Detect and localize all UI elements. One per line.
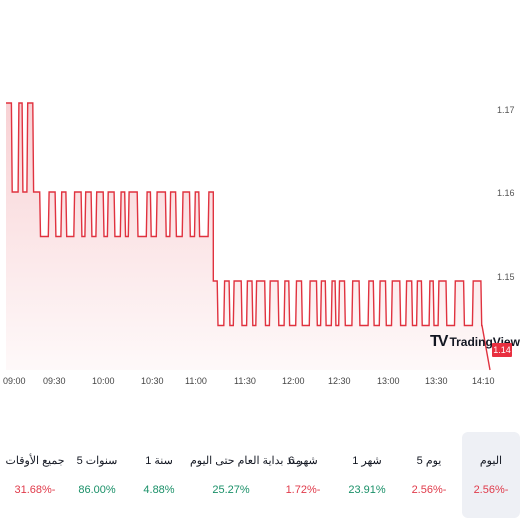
tab-change-value: 2.56%- bbox=[473, 484, 509, 496]
last-price-badge: 1.14 bbox=[492, 343, 512, 357]
tab-change-value: 1.72%- bbox=[285, 484, 321, 496]
tab-label: اليوم bbox=[479, 455, 503, 467]
tab-today[interactable]: اليوم 2.56%- bbox=[462, 432, 520, 518]
x-tick-label: 12:00 bbox=[282, 376, 305, 386]
tab-change-value: 25.27% bbox=[212, 484, 250, 496]
tab-change-value: 2.56%- bbox=[411, 484, 447, 496]
tradingview-logo-icon: TV bbox=[430, 333, 449, 350]
tab-label: 1 سنة bbox=[145, 455, 173, 467]
x-tick-label: 09:00 bbox=[3, 376, 26, 386]
tab-change-value: 31.68%- bbox=[14, 484, 56, 496]
x-tick-label: 10:30 bbox=[141, 376, 164, 386]
price-line bbox=[6, 102, 491, 371]
y-axis: 1.17 1.16 1.15 bbox=[497, 105, 515, 282]
x-tick-label: 09:30 bbox=[43, 376, 66, 386]
x-tick-label: 11:30 bbox=[234, 376, 256, 386]
period-tabs: اليوم 2.56%- 5 يوم 2.56%- 1 شهر 23.91% 6… bbox=[0, 432, 520, 518]
y-tick-label: 1.17 bbox=[497, 105, 515, 115]
tab-change-value: 4.88% bbox=[143, 484, 175, 496]
y-tick-label: 1.16 bbox=[497, 188, 515, 198]
tab-all-time[interactable]: جميع الأوقات 31.68%- bbox=[4, 432, 66, 518]
x-tick-label: 14:10 bbox=[472, 376, 495, 386]
tab-label: 1 شهر bbox=[352, 455, 382, 467]
tab-label: 5 سنوات bbox=[76, 455, 118, 467]
tab-change-value: 86.00% bbox=[78, 484, 116, 496]
x-axis: 09:00 09:30 10:00 10:30 11:00 11:30 12:0… bbox=[3, 376, 495, 386]
tab-label: منذ بداية العام حتى اليوم bbox=[190, 455, 302, 467]
tab-label: جميع الأوقات bbox=[5, 455, 65, 467]
tab-6-months[interactable]: 6 شهر 1.72%- bbox=[274, 432, 332, 518]
tab-5-years[interactable]: 5 سنوات 86.00% bbox=[68, 432, 126, 518]
x-tick-label: 13:00 bbox=[377, 376, 400, 386]
x-tick-label: 11:00 bbox=[185, 376, 207, 386]
x-tick-label: 12:30 bbox=[328, 376, 351, 386]
tab-1-year[interactable]: 1 سنة 4.88% bbox=[130, 432, 188, 518]
tab-change-value: 23.91% bbox=[348, 484, 386, 496]
tab-year-to-date[interactable]: منذ بداية العام حتى اليوم 25.27% bbox=[190, 432, 302, 518]
price-chart[interactable]: 1.17 1.16 1.15 09:00 09:30 10:00 10:30 1… bbox=[0, 0, 520, 400]
chart-svg: 1.17 1.16 1.15 09:00 09:30 10:00 10:30 1… bbox=[3, 102, 515, 386]
y-tick-label: 1.15 bbox=[497, 272, 515, 282]
price-area-fill bbox=[6, 103, 490, 370]
tab-label: 6 شهر bbox=[288, 455, 318, 467]
tab-5-days[interactable]: 5 يوم 2.56%- bbox=[400, 432, 458, 518]
x-tick-label: 13:30 bbox=[425, 376, 448, 386]
x-tick-label: 10:00 bbox=[92, 376, 115, 386]
tab-1-month[interactable]: 1 شهر 23.91% bbox=[338, 432, 396, 518]
tab-label: 5 يوم bbox=[416, 455, 442, 467]
